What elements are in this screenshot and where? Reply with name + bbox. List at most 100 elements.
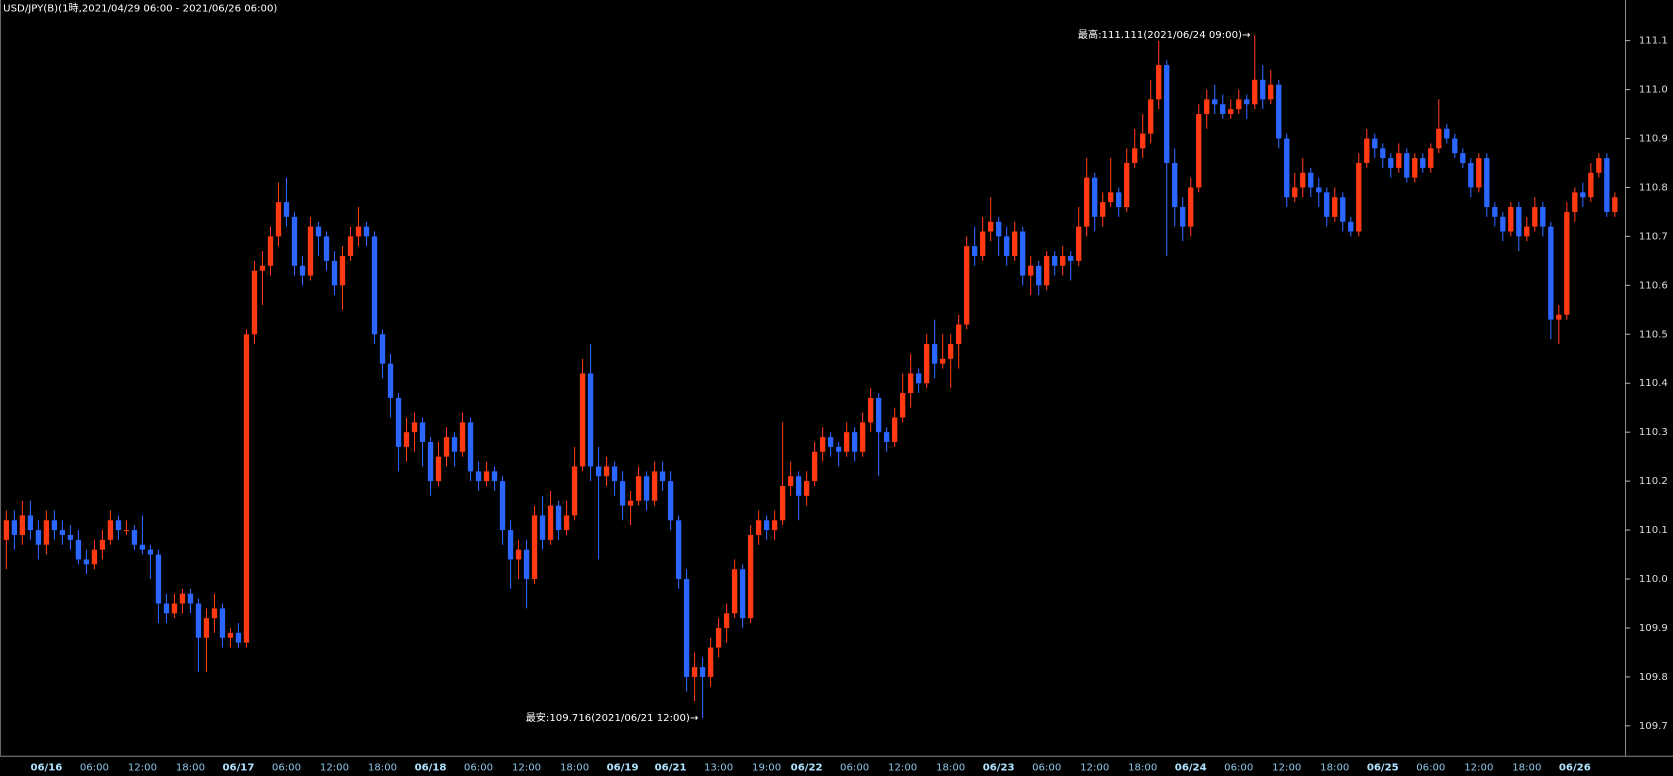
- x-tick-label: 06:00: [1416, 762, 1445, 773]
- candle-body: [203, 618, 210, 638]
- candle-body: [1580, 192, 1586, 198]
- candle-body: [1420, 158, 1426, 168]
- candle-body: [1068, 255, 1074, 261]
- candle-body: [1300, 172, 1306, 188]
- candle-body: [147, 549, 154, 555]
- candle-body: [1052, 255, 1058, 266]
- x-tick-label: 13:00: [704, 762, 733, 773]
- candle-body: [1108, 192, 1114, 203]
- candle-body: [531, 515, 538, 580]
- y-tick-label: 110.9: [1639, 134, 1668, 145]
- candle-body: [835, 446, 842, 452]
- candle-body: [1340, 197, 1346, 222]
- candle-body: [403, 432, 410, 447]
- candle-body: [1404, 153, 1410, 178]
- candle-body: [515, 549, 522, 560]
- candle-body: [179, 593, 186, 604]
- candle-body: [1516, 207, 1522, 237]
- candle-body: [155, 554, 162, 604]
- candle-body: [1244, 99, 1250, 105]
- candle-body: [499, 481, 506, 531]
- candle-body: [259, 265, 266, 271]
- candle-body: [1372, 138, 1378, 149]
- candle-body: [787, 476, 794, 487]
- x-tick-label: 12:00: [320, 762, 349, 773]
- candle-body: [1132, 148, 1138, 163]
- candle-body: [739, 569, 746, 619]
- x-tick-label: 18:00: [560, 762, 589, 773]
- candle-body: [1380, 148, 1386, 159]
- y-tick-label: 109.9: [1639, 623, 1668, 634]
- candle-body: [1316, 187, 1322, 193]
- candle-body: [1604, 158, 1610, 212]
- x-tick-label: 06/17: [223, 762, 255, 773]
- candle-body: [707, 647, 714, 677]
- candle-body: [875, 397, 882, 433]
- candle-body: [1212, 99, 1218, 105]
- candle-body: [595, 466, 602, 477]
- candle-body: [107, 520, 114, 540]
- candle-body: [307, 226, 314, 276]
- y-tick-label: 110.7: [1639, 231, 1668, 242]
- candle-body: [331, 260, 338, 286]
- x-tick-label: 19:00: [752, 762, 781, 773]
- candle-body: [411, 422, 418, 433]
- candle-body: [619, 481, 626, 506]
- x-tick-label: 18:00: [1320, 762, 1349, 773]
- candle-body: [723, 613, 730, 628]
- candle-body: [851, 432, 858, 452]
- candle-body: [907, 373, 914, 394]
- x-tick-label: 18:00: [1512, 762, 1541, 773]
- candle-body: [547, 505, 554, 540]
- candle-body: [1356, 162, 1362, 232]
- candle-body: [51, 520, 58, 531]
- candle-body: [1540, 207, 1546, 227]
- y-tick-label: 110.8: [1639, 182, 1668, 193]
- candle-body: [1556, 314, 1562, 320]
- candle-body: [507, 530, 514, 560]
- candle-body: [771, 520, 778, 531]
- candle-body: [1348, 221, 1354, 232]
- y-tick-label: 111.1: [1639, 36, 1668, 47]
- candle-body: [443, 437, 450, 457]
- candle-body: [19, 515, 26, 535]
- x-tick-label: 06:00: [272, 762, 301, 773]
- candle-body: [1276, 84, 1282, 139]
- candle-body: [1180, 207, 1186, 227]
- candle-body: [99, 539, 106, 550]
- candle-body: [891, 417, 898, 442]
- candle-body: [67, 534, 74, 540]
- candle-body: [315, 226, 322, 237]
- candle-body: [1076, 226, 1082, 261]
- candle-body: [195, 603, 202, 638]
- x-tick-label: 06/23: [983, 762, 1015, 773]
- y-tick-label: 109.7: [1639, 721, 1668, 732]
- candle-body: [819, 437, 826, 452]
- candle-body: [747, 534, 754, 619]
- candle-body: [996, 221, 1002, 237]
- candle-body: [947, 344, 954, 359]
- candle-body: [459, 422, 466, 452]
- candle-body: [1524, 226, 1530, 237]
- x-tick-label: 06:00: [840, 762, 869, 773]
- candle-body: [1060, 255, 1066, 266]
- candle-body: [1124, 162, 1130, 208]
- candle-body: [1596, 158, 1602, 173]
- candle-body: [675, 520, 682, 580]
- candle-body: [243, 334, 250, 643]
- candle-body: [347, 236, 354, 256]
- y-tick-label: 110.1: [1639, 525, 1668, 536]
- candle-body: [1012, 231, 1018, 256]
- candle-body: [1492, 207, 1498, 217]
- x-tick-label: 18:00: [1128, 762, 1157, 773]
- candle-body: [731, 569, 738, 614]
- candle-body: [483, 471, 490, 482]
- candle-body: [579, 373, 586, 467]
- candle-body: [235, 632, 242, 643]
- candle-body: [1588, 172, 1594, 198]
- candle-body: [1484, 158, 1490, 208]
- candle-body: [291, 216, 298, 266]
- candle-body: [3, 520, 10, 540]
